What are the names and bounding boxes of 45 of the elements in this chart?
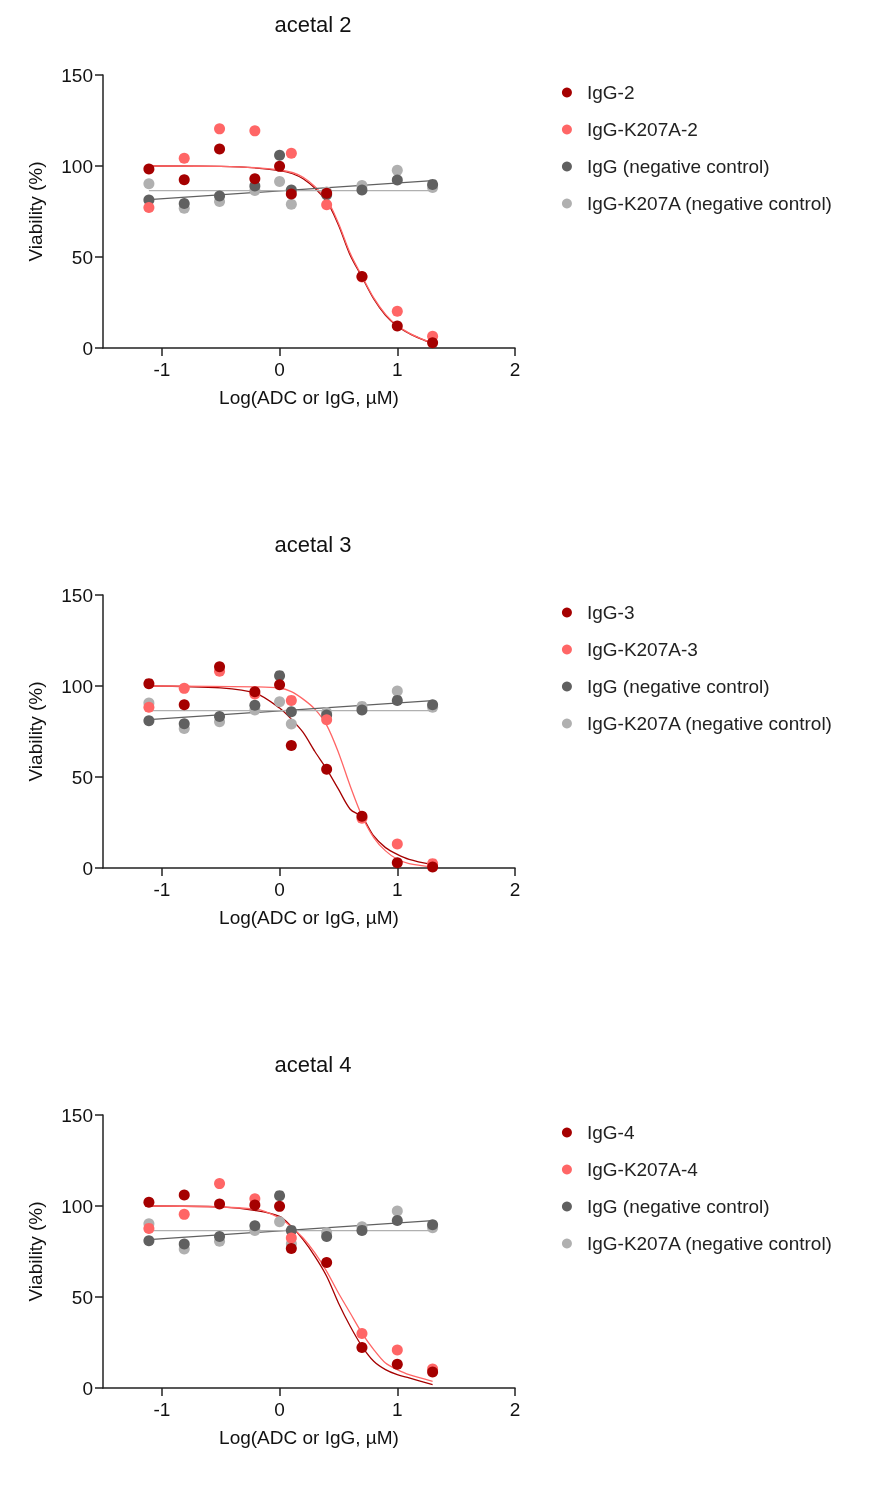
legend-label: IgG-3: [586, 602, 635, 623]
chart-title: acetal 4: [274, 1051, 352, 1077]
x-tick-label: -1: [153, 879, 171, 900]
y-tick-label: 150: [61, 1104, 93, 1126]
y-tick-label: 100: [61, 155, 93, 177]
y-tick-label: 150: [61, 584, 93, 606]
y-tick-label: 100: [61, 1195, 93, 1217]
x-tick-label: 2: [509, 879, 521, 900]
x-tick-label: 1: [392, 879, 403, 900]
legend-label: IgG-K207A (negative control): [586, 193, 832, 214]
y-tick-label: 0: [82, 337, 93, 359]
x-tick-label: -1: [153, 359, 171, 380]
legend-label: IgG (negative control): [586, 1196, 770, 1217]
y-axis-title: Viability (%): [25, 161, 46, 262]
chart-title: acetal 2: [274, 11, 352, 37]
x-axis-title: Log(ADC or IgG, µM): [219, 1427, 399, 1448]
x-tick-label: 2: [509, 1399, 521, 1420]
x-tick-label: 1: [392, 1399, 403, 1420]
x-tick-label: 0: [274, 359, 285, 380]
legend-label: IgG-K207A (negative control): [586, 1233, 832, 1254]
legend-label: IgG-K207A (negative control): [586, 713, 832, 734]
y-tick-label: 100: [61, 675, 93, 697]
y-tick-label: 50: [71, 766, 93, 788]
legend-label: IgG-4: [586, 1122, 635, 1143]
y-tick-label: 0: [82, 1377, 93, 1399]
legend-label: IgG-K207A-4: [586, 1159, 699, 1180]
x-tick-label: 0: [274, 879, 285, 900]
legend-label: IgG-K207A-2: [586, 119, 698, 140]
x-axis-title: Log(ADC or IgG, µM): [219, 907, 399, 928]
chart-title: acetal 3: [274, 531, 352, 557]
x-tick-label: 0: [274, 1399, 285, 1420]
legend-label: IgG-K207A-3: [586, 639, 698, 660]
y-tick-label: 50: [71, 1286, 93, 1308]
x-axis-title: Log(ADC or IgG, µM): [219, 387, 399, 408]
x-tick-label: 1: [392, 359, 403, 380]
legend-label: IgG-2: [586, 82, 635, 103]
y-tick-label: 50: [71, 246, 93, 268]
legend-label: IgG (negative control): [586, 676, 770, 697]
y-axis-title: Viability (%): [25, 681, 46, 782]
x-tick-label: 2: [509, 359, 521, 380]
y-tick-label: 0: [82, 857, 93, 879]
legend-label: IgG (negative control): [586, 156, 770, 177]
y-axis-title: Viability (%): [25, 1201, 46, 1302]
y-tick-label: 150: [61, 64, 93, 86]
x-tick-label: -1: [153, 1399, 171, 1420]
